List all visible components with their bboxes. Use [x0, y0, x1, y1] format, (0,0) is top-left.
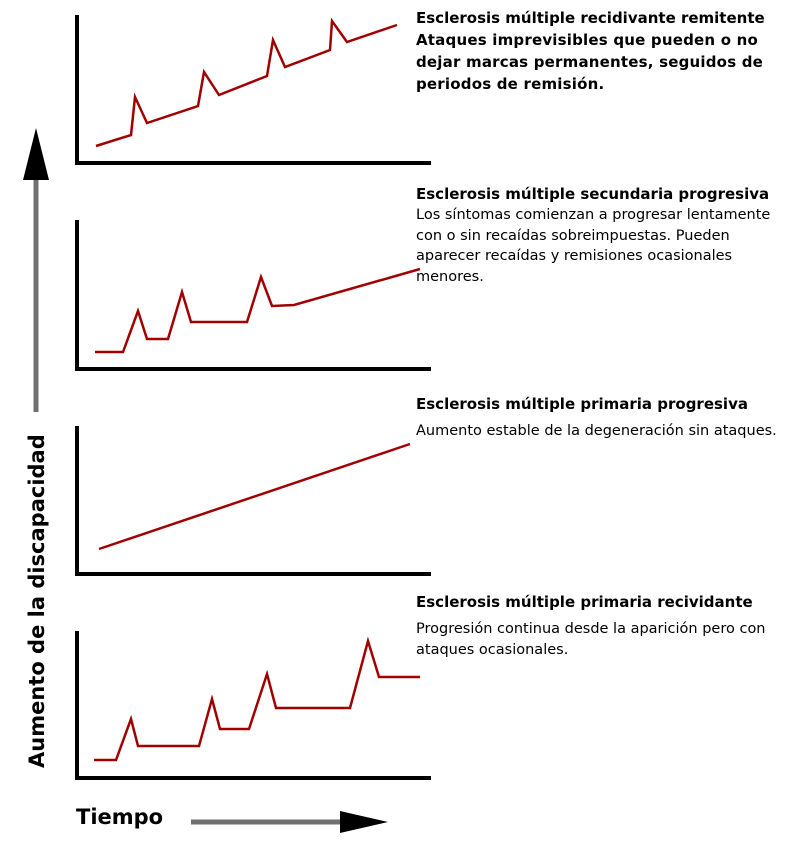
- x-axis-label: Tiempo: [76, 805, 163, 829]
- panel-1-curve: [95, 17, 398, 148]
- panel-3-graph: [75, 426, 431, 576]
- panel-1-description: Ataques imprevisibles que pueden o no de…: [416, 31, 764, 93]
- panel-2-description: Los síntomas comienzan a progresar lenta…: [416, 207, 771, 285]
- panel-4-text: Esclerosis múltiple primaria recividante…: [416, 591, 796, 660]
- panel-1-text: Esclerosis múltiple recidivante remitent…: [416, 7, 796, 95]
- x-axis-arrow-head: [340, 811, 388, 833]
- panel-4-graph: [75, 631, 431, 780]
- y-axis-arrow-head: [23, 128, 49, 180]
- panel-3-curve: [98, 442, 411, 551]
- panel-1-title: Esclerosis múltiple recidivante remitent…: [416, 9, 765, 27]
- panel-4-axes: [75, 631, 431, 780]
- panel-2-title: Esclerosis múltiple secundaria progresiv…: [416, 185, 770, 203]
- panel-1-axes: [75, 15, 431, 165]
- panel-3-description: Aumento estable de la degeneración sin a…: [416, 423, 777, 439]
- panel-2-graph: [75, 220, 431, 371]
- panel-4-title: Esclerosis múltiple primaria recividante: [416, 593, 753, 611]
- panel-2-curve: [95, 267, 421, 354]
- panel-3-title: Esclerosis múltiple primaria progresiva: [416, 395, 748, 413]
- panel-2-text: Esclerosis múltiple secundaria progresiv…: [416, 183, 796, 287]
- y-axis-label: Aumento de la discapacidad: [25, 434, 49, 768]
- panel-4-description: Progresión continua desde la aparición p…: [416, 621, 766, 658]
- panel-3-text: Esclerosis múltiple primaria progresiva …: [416, 393, 796, 442]
- panel-4-curve: [94, 636, 420, 762]
- panel-1-graph: [75, 15, 431, 165]
- panel-2-axes: [75, 220, 431, 371]
- panel-3-axes: [75, 426, 431, 576]
